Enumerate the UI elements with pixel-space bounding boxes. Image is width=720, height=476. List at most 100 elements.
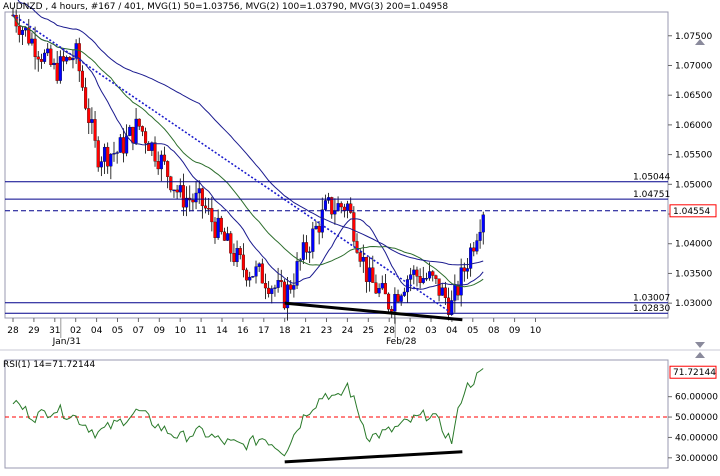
- candle: [153, 142, 157, 162]
- candle: [409, 274, 413, 280]
- x-tick-label: 17: [258, 326, 269, 336]
- rsi-y-tick-label: 60.00000: [675, 393, 718, 403]
- candle: [440, 287, 444, 296]
- rsi-divergence-line: [284, 450, 463, 464]
- candle: [65, 57, 69, 62]
- candle: [387, 293, 391, 310]
- y-tick-label: 1.07000: [675, 61, 712, 71]
- candle: [20, 29, 25, 35]
- candle: [43, 52, 47, 62]
- x-tick-label: 04: [91, 326, 103, 336]
- candle: [453, 284, 457, 301]
- y-tick-label: 1.05000: [675, 180, 712, 190]
- candle: [481, 214, 485, 233]
- x-tick-label: 31: [49, 326, 60, 336]
- candle: [77, 43, 81, 72]
- ma50-line: [12, 14, 484, 290]
- x-tick-label: 09: [509, 326, 521, 336]
- price-panel: 1.07500 1.07000 1.06500 1.06000 1.05500 1.050…: [0, 0, 720, 358]
- candle: [178, 185, 182, 193]
- candle: [99, 161, 103, 168]
- x-tick-label: 28: [7, 326, 19, 336]
- candle: [238, 248, 242, 256]
- horizontal-level-label: 1.02830: [633, 304, 670, 314]
- candle: [156, 161, 160, 170]
- candle: [61, 56, 66, 62]
- candle: [377, 288, 381, 294]
- candle: [137, 118, 141, 127]
- candle: [330, 197, 334, 215]
- candle: [323, 200, 327, 210]
- candle: [437, 278, 441, 296]
- candle: [84, 87, 88, 109]
- x-tick-label: 04: [446, 326, 458, 336]
- downtrend-line: [12, 14, 453, 314]
- candle: [197, 188, 201, 194]
- candle: [260, 263, 264, 284]
- candle: [210, 208, 214, 223]
- candle: [128, 126, 132, 136]
- candle: [172, 189, 176, 192]
- ma100-line: [12, 14, 484, 288]
- candle: [248, 276, 252, 281]
- candle: [475, 240, 479, 252]
- x-tick-label: 29: [28, 326, 40, 336]
- candle: [383, 283, 387, 295]
- candle: [301, 242, 305, 260]
- horizontal-level-label: 1.04751: [633, 190, 670, 200]
- candle: [226, 233, 230, 241]
- x-tick-label: 28: [383, 326, 395, 336]
- candle: [112, 153, 116, 155]
- candle: [194, 192, 198, 203]
- x-tick-label: 10: [174, 326, 186, 336]
- scroll-up-icon: [695, 39, 705, 45]
- ma200-line: [17, 0, 484, 266]
- candle: [465, 268, 470, 272]
- candle: [49, 48, 53, 66]
- candle: [380, 283, 384, 289]
- candle: [232, 253, 236, 263]
- candle: [462, 267, 466, 272]
- x-tick-label: 25: [363, 326, 374, 336]
- candle: [399, 295, 403, 302]
- candle: [241, 254, 245, 271]
- candle: [308, 251, 312, 253]
- candle: [191, 199, 195, 203]
- rsi-label: RSI(1) 14=71.72144: [3, 360, 95, 370]
- y-tick-label: 1.05500: [675, 151, 712, 161]
- candle: [295, 261, 299, 286]
- x-tick-label: 05: [467, 326, 478, 336]
- rsi-panel: 60.00000 50.00000 40.00000 30.00000 RSI(1) 1…: [3, 359, 718, 469]
- x-tick-label: 07: [133, 326, 144, 336]
- candle: [472, 247, 476, 252]
- x-tick-label: 11: [195, 326, 206, 336]
- candle: [200, 188, 204, 207]
- candle: [412, 269, 416, 275]
- candle: [311, 228, 315, 252]
- candle: [144, 131, 148, 144]
- horizontal-level-label: 1.05044: [633, 173, 670, 183]
- candle: [450, 300, 454, 315]
- candle: [106, 146, 110, 167]
- rsi-y-tick-label: 50.00000: [675, 413, 718, 423]
- candle: [150, 142, 154, 151]
- candle: [459, 267, 463, 296]
- candle: [263, 283, 268, 289]
- candle: [207, 208, 211, 210]
- candle: [71, 58, 75, 61]
- candle: [339, 203, 343, 208]
- candle: [90, 119, 94, 123]
- candle: [140, 126, 144, 132]
- candle: [390, 309, 394, 312]
- candle: [314, 225, 318, 229]
- x-tick-label: 18: [279, 326, 291, 336]
- candle: [216, 217, 220, 238]
- y-tick-label: 1.06500: [675, 91, 712, 101]
- x-tick-label: 08: [488, 326, 500, 336]
- x-tick-label: 05: [112, 326, 123, 336]
- candle: [121, 137, 126, 154]
- y-tick-label: 1.06000: [675, 121, 712, 131]
- candle: [181, 185, 185, 208]
- x-tick-label: 23: [321, 326, 332, 336]
